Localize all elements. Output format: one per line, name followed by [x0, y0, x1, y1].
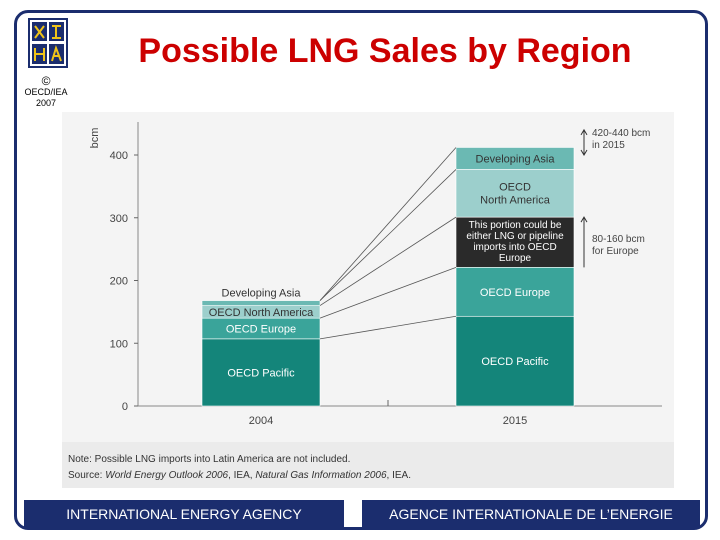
connector-line: [319, 315, 457, 340]
label-2015-oecd-north-america-line: North America: [480, 194, 551, 206]
footer-iea-fr: AGENCE INTERNATIONALE DE L’ENERGIE: [362, 500, 700, 528]
bar-2015-oecd-north-america: [455, 169, 575, 218]
connector-line: [319, 266, 457, 319]
page-title: Possible LNG Sales by Region: [138, 32, 632, 70]
copyright-year: 2007: [35, 98, 57, 108]
bar-2015-uncertain-portion: [455, 216, 575, 268]
copyright-block: © OECD/IEA 2007: [16, 74, 76, 109]
y-tick-label: 100: [110, 338, 128, 350]
y-axis-label: bcm: [89, 128, 101, 149]
y-tick-label: 0: [122, 401, 128, 413]
connector-line: [319, 169, 457, 301]
label-2015-oecd-pacific: OECD Pacific: [481, 356, 549, 368]
label-2015-uncertain-portion-line: This portion could be: [469, 220, 562, 231]
footer-iea-en: INTERNATIONAL ENERGY AGENCY: [24, 500, 344, 528]
bar-2015-oecd-europe: [455, 267, 575, 317]
label-2004-oecd-europe: OECD Europe: [226, 324, 296, 336]
y-tick-label: 200: [110, 276, 128, 288]
annotation-text: for Europe: [592, 246, 639, 257]
annotation-arrowhead: [580, 128, 588, 136]
copyright-symbol: ©: [41, 74, 51, 88]
note-panel: [62, 442, 674, 488]
y-tick-label: 300: [110, 213, 128, 225]
chart-note: Note: Possible LNG imports into Latin Am…: [68, 454, 350, 465]
label-2004-developing-asia: Developing Asia: [222, 288, 302, 300]
bar-2004-oecd-pacific: [201, 338, 321, 407]
copyright-org: OECD/IEA: [24, 87, 68, 97]
annotation-text: in 2015: [592, 140, 625, 151]
connector-line: [319, 216, 457, 306]
label-2015-oecd-europe: OECD Europe: [480, 287, 550, 299]
label-2015-oecd-north-america-line: OECD: [499, 181, 531, 193]
connector-line: [319, 147, 457, 301]
x-tick-label: 2015: [503, 415, 527, 427]
x-tick-label: 2004: [249, 415, 273, 427]
annotation-text: 80-160 bcm: [592, 234, 645, 245]
label-2015-uncertain-portion-line: either LNG or pipeline: [466, 231, 564, 242]
bar-2015-developing-asia: [455, 147, 575, 170]
lng-sales-chart: 0 100 200 300 400 bcm 2004 2015 OECD Pacific OECD…: [62, 112, 674, 488]
annotation-text: 420-440 bcm: [592, 128, 650, 139]
label-2015-developing-asia: Developing Asia: [476, 153, 556, 165]
label-2004-oecd-north-america: OECD North America: [209, 307, 314, 319]
bar-2004-developing-asia: [201, 300, 321, 306]
annotation-arrowhead: [580, 216, 588, 223]
chart-source: Source: World Energy Outlook 2006, IEA, …: [68, 470, 411, 481]
label-2004-oecd-pacific: OECD Pacific: [227, 367, 295, 379]
annotation-arrowhead: [580, 149, 588, 156]
bar-2015-oecd-pacific: [455, 315, 575, 407]
label-2015-uncertain-portion-line: Europe: [499, 253, 532, 264]
slide-frame: [14, 10, 708, 530]
y-tick-label: 400: [110, 150, 128, 162]
iea-logo: [28, 18, 68, 68]
label-2015-uncertain-portion-line: imports into OECD: [473, 242, 556, 253]
